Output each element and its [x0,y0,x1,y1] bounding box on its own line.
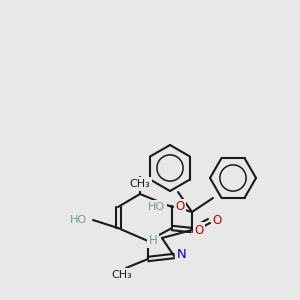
Text: HO: HO [70,215,87,225]
Text: N: N [177,248,187,262]
Text: O: O [176,200,184,214]
Text: H: H [148,233,158,247]
Text: HO: HO [148,202,165,212]
Text: CH₃: CH₃ [112,270,132,280]
Text: O: O [194,224,204,236]
Text: CH₃: CH₃ [130,179,150,189]
Text: O: O [212,214,222,227]
